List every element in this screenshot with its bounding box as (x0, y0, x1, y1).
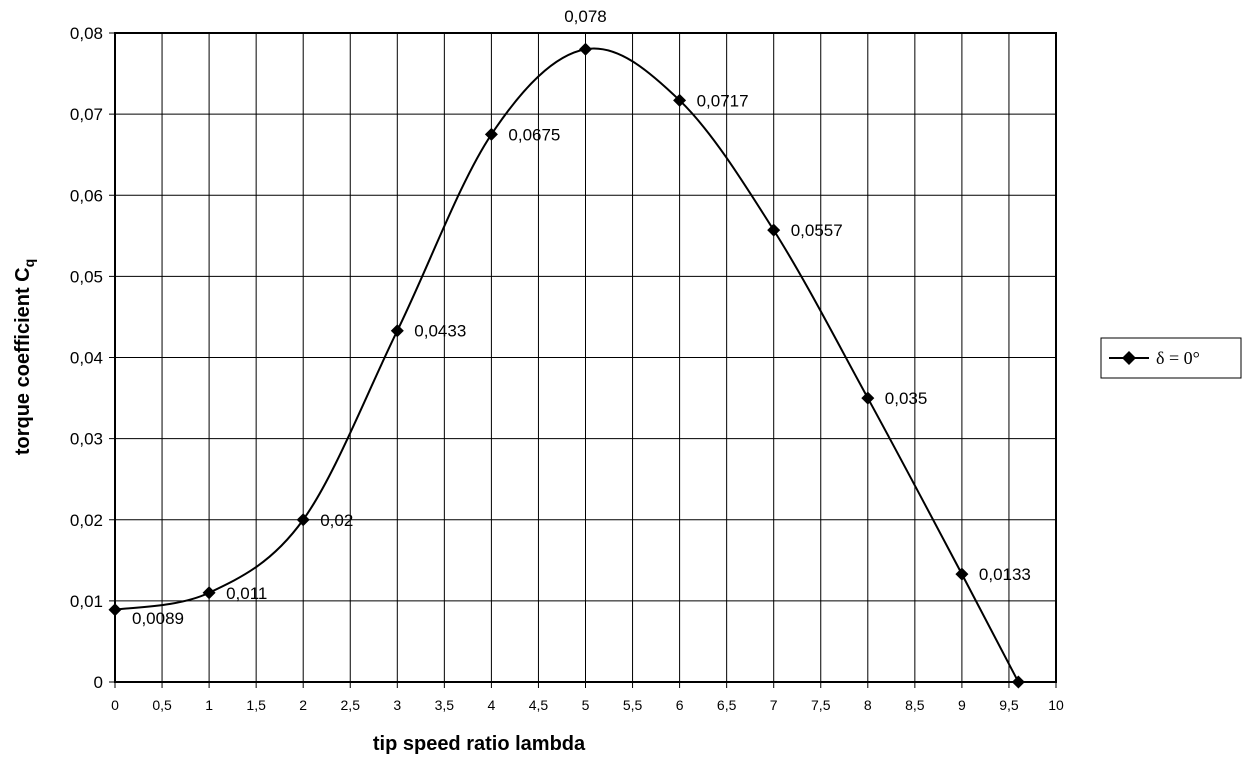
x-tick-label: 4,5 (529, 697, 549, 713)
y-tick-label: 0,01 (70, 592, 103, 611)
data-label: 0,0133 (979, 565, 1031, 584)
x-tick-label: 6,5 (717, 697, 737, 713)
legend[interactable]: δ = 0° (1100, 337, 1242, 379)
data-point-marker (673, 93, 687, 107)
x-tick-label: 10 (1048, 697, 1064, 713)
x-tick-label: 4 (488, 697, 496, 713)
data-point-marker (484, 127, 498, 141)
x-tick-label: 9,5 (999, 697, 1019, 713)
legend-marker-diamond (1122, 351, 1136, 365)
series-markers (108, 42, 1025, 689)
data-label: 0,0717 (697, 91, 749, 110)
data-point-marker (390, 324, 404, 338)
y-tick-label: 0 (94, 673, 103, 692)
y-tick-label: 0,03 (70, 430, 103, 449)
data-label: 0,02 (320, 511, 353, 530)
y-axis-title-main: torque coefficient C (12, 267, 34, 455)
x-tick-label: 7,5 (811, 697, 831, 713)
x-tick-label: 8 (864, 697, 872, 713)
x-axis-ticks: 0 0,5 1 1,5 2 2,5 3 3,5 4 4,5 5 5,5 6 6,5 7 7,5 8 8,5 9 9,5… (111, 682, 1064, 713)
y-tick-label: 0,05 (70, 267, 103, 286)
data-point-marker (296, 513, 310, 527)
data-label: 0,011 (226, 584, 267, 603)
y-tick-label: 0,08 (70, 24, 103, 43)
x-tick-label: 1,5 (246, 697, 266, 713)
x-tick-label: 2 (299, 697, 307, 713)
y-axis-title: torque coefficient Cq (12, 259, 37, 455)
y-tick-label: 0,06 (70, 186, 103, 205)
data-point-marker (955, 567, 969, 581)
y-axis-title-subscript: q (21, 259, 37, 268)
x-tick-label: 5,5 (623, 697, 643, 713)
data-label: 0,0089 (132, 609, 184, 628)
x-tick-label: 0,5 (152, 697, 172, 713)
data-labels: 0,0089 0,011 0,02 0,0433 0,0675 0,078 0,0717 0,… (132, 7, 1031, 628)
x-tick-label: 9 (958, 697, 966, 713)
x-tick-label: 0 (111, 697, 119, 713)
y-tick-label: 0,07 (70, 105, 103, 124)
x-tick-label: 7 (770, 697, 778, 713)
data-point-marker (767, 223, 781, 237)
x-tick-label: 3,5 (435, 697, 455, 713)
x-tick-label: 5 (582, 697, 590, 713)
data-point-marker (861, 391, 875, 405)
x-tick-label: 1 (205, 697, 213, 713)
data-label: 0,035 (885, 389, 928, 408)
data-point-marker (1011, 675, 1025, 689)
y-axis-ticks: 0 0,01 0,02 0,03 0,04 0,05 0,06 0,07 0,08 (70, 24, 115, 692)
data-label: 0,0675 (508, 125, 560, 144)
data-label: 0,0433 (414, 322, 466, 341)
data-label: 0,078 (564, 7, 607, 26)
x-axis-title: tip speed ratio lambda (373, 733, 586, 755)
x-tick-label: 6 (676, 697, 684, 713)
data-point-marker (579, 42, 592, 56)
data-point-marker (202, 586, 216, 600)
x-tick-label: 3 (393, 697, 401, 713)
data-point-marker (108, 603, 122, 617)
data-label: 0,0557 (791, 221, 843, 240)
legend-label: δ = 0° (1156, 348, 1200, 368)
x-tick-label: 2,5 (341, 697, 361, 713)
x-tick-label: 8,5 (905, 697, 925, 713)
y-tick-label: 0,02 (70, 511, 103, 530)
y-tick-label: 0,04 (70, 349, 103, 368)
